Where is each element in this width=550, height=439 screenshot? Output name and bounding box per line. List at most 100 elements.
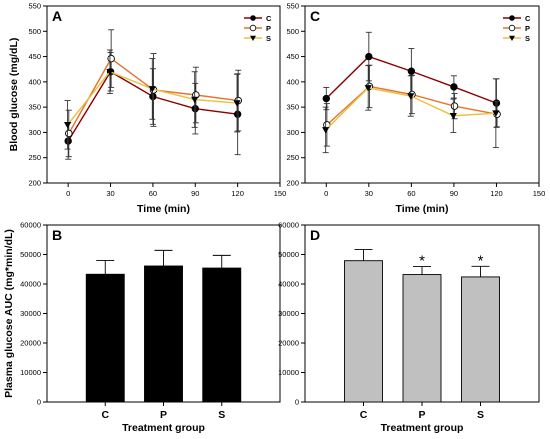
y-tick-label: 450 <box>28 52 41 61</box>
category-label: S <box>477 409 484 421</box>
x-tick-label: 90 <box>450 189 458 198</box>
y-tick-label: 550 <box>28 2 41 11</box>
data-point <box>63 122 72 129</box>
legend-label: C <box>266 14 272 23</box>
x-tick-label: 120 <box>490 189 503 198</box>
x-axis-label: Time (min) <box>396 203 449 215</box>
panel-a-line-chart: A 200 250 300 350 400 450 500 550 0 30 60 90 120 150 Ti… <box>8 2 286 216</box>
bar-s <box>461 276 500 403</box>
x-tick-label: 30 <box>365 189 373 198</box>
y-tick-label: 10000 <box>278 368 299 377</box>
panel-b-bar-chart: B 0 10000 20000 30000 40000 50000 60000 C P S Treat… <box>3 221 281 434</box>
y-tick-label: 200 <box>286 179 299 188</box>
panel-c-line-chart: C 200 250 300 350 400 450 500 550 0 30 60 90 120 150 Ti… <box>286 2 545 216</box>
x-axis-label: Treatment group <box>381 422 464 434</box>
y-tick-label: 0 <box>295 398 299 407</box>
legend-label: C <box>525 14 531 23</box>
x-tick-label: 150 <box>533 189 546 198</box>
data-point <box>449 112 457 120</box>
y-tick-label: 40000 <box>20 280 41 289</box>
legend-marker <box>250 15 256 21</box>
series-c <box>64 52 242 160</box>
category-label: P <box>418 409 425 421</box>
y-tick-label: 350 <box>286 103 299 112</box>
y-tick-label: 250 <box>286 153 299 162</box>
x-tick-label: 0 <box>66 189 70 198</box>
x-tick-label: 120 <box>231 189 244 198</box>
series-s <box>322 65 500 154</box>
y-tick-label: 350 <box>28 103 41 112</box>
legend-label: P <box>266 24 271 33</box>
y-tick-label: 0 <box>37 398 41 407</box>
panel-d-bar-chart: D 0 10000 20000 30000 40000 50000 60000 C P * S * Tre… <box>278 221 540 434</box>
y-axis-label: Blood glucose (mg/dL) <box>8 38 20 152</box>
data-point <box>365 52 373 61</box>
plot-frame <box>304 5 540 184</box>
category-label: C <box>360 409 368 421</box>
category-label: P <box>160 409 167 421</box>
x-tick-label: 150 <box>274 189 287 198</box>
series-p <box>65 29 242 158</box>
data-point <box>450 102 459 110</box>
y-tick-label: 450 <box>286 52 299 61</box>
y-tick-label: 30000 <box>278 309 299 318</box>
data-point <box>233 110 242 118</box>
y-tick-label: 250 <box>28 153 41 162</box>
x-axis-label: Time (min) <box>137 203 190 215</box>
data-point <box>64 137 72 145</box>
y-tick-label: 30000 <box>20 309 41 318</box>
legend-marker <box>509 15 515 21</box>
y-tick-label: 60000 <box>278 221 299 230</box>
y-tick-label: 50000 <box>278 250 299 259</box>
legend-marker <box>509 35 515 41</box>
legend-label: P <box>525 24 530 33</box>
y-tick-label: 550 <box>286 2 299 11</box>
legend-label: S <box>525 34 530 43</box>
data-point <box>407 67 416 75</box>
bar-c <box>344 260 383 403</box>
data-point <box>450 83 458 91</box>
data-point <box>322 127 330 134</box>
y-tick-label: 40000 <box>278 280 299 289</box>
legend-label: S <box>266 34 271 43</box>
panel-label: B <box>52 227 62 243</box>
y-tick-label: 400 <box>28 77 41 86</box>
series-s <box>63 49 241 150</box>
y-tick-label: 500 <box>28 27 41 36</box>
panel-label: A <box>52 8 62 24</box>
data-point <box>191 104 199 113</box>
data-point <box>65 129 73 138</box>
data-point <box>107 54 115 63</box>
bar-s <box>202 267 242 403</box>
legend-marker <box>250 35 256 41</box>
y-tick-label: 200 <box>28 179 41 188</box>
data-point <box>106 68 114 76</box>
data-point <box>149 92 157 101</box>
y-tick-label: 50000 <box>20 250 41 259</box>
category-label: C <box>101 409 109 421</box>
y-tick-label: 300 <box>286 128 299 137</box>
panel-label: D <box>310 227 320 243</box>
y-tick-label: 500 <box>286 27 299 36</box>
series-c <box>322 31 501 128</box>
y-axis-label: Plasma glucose AUC (mg*min/dL) <box>3 229 15 398</box>
bar-p <box>402 274 442 403</box>
plot-frame <box>46 5 281 184</box>
x-axis-label: Treatment group <box>122 422 205 434</box>
panel-label: C <box>310 8 320 24</box>
x-tick-label: 90 <box>191 189 199 198</box>
y-tick-label: 300 <box>28 128 41 137</box>
data-point <box>233 100 241 107</box>
x-tick-label: 60 <box>149 189 157 198</box>
category-label: S <box>218 409 225 421</box>
y-tick-label: 10000 <box>20 368 41 377</box>
x-tick-label: 0 <box>324 189 328 198</box>
data-point <box>148 86 156 93</box>
data-point <box>322 94 330 103</box>
y-tick-label: 60000 <box>20 221 41 230</box>
y-tick-label: 20000 <box>20 339 41 348</box>
data-point <box>191 96 199 104</box>
data-point <box>492 110 500 117</box>
x-tick-label: 30 <box>106 189 114 198</box>
